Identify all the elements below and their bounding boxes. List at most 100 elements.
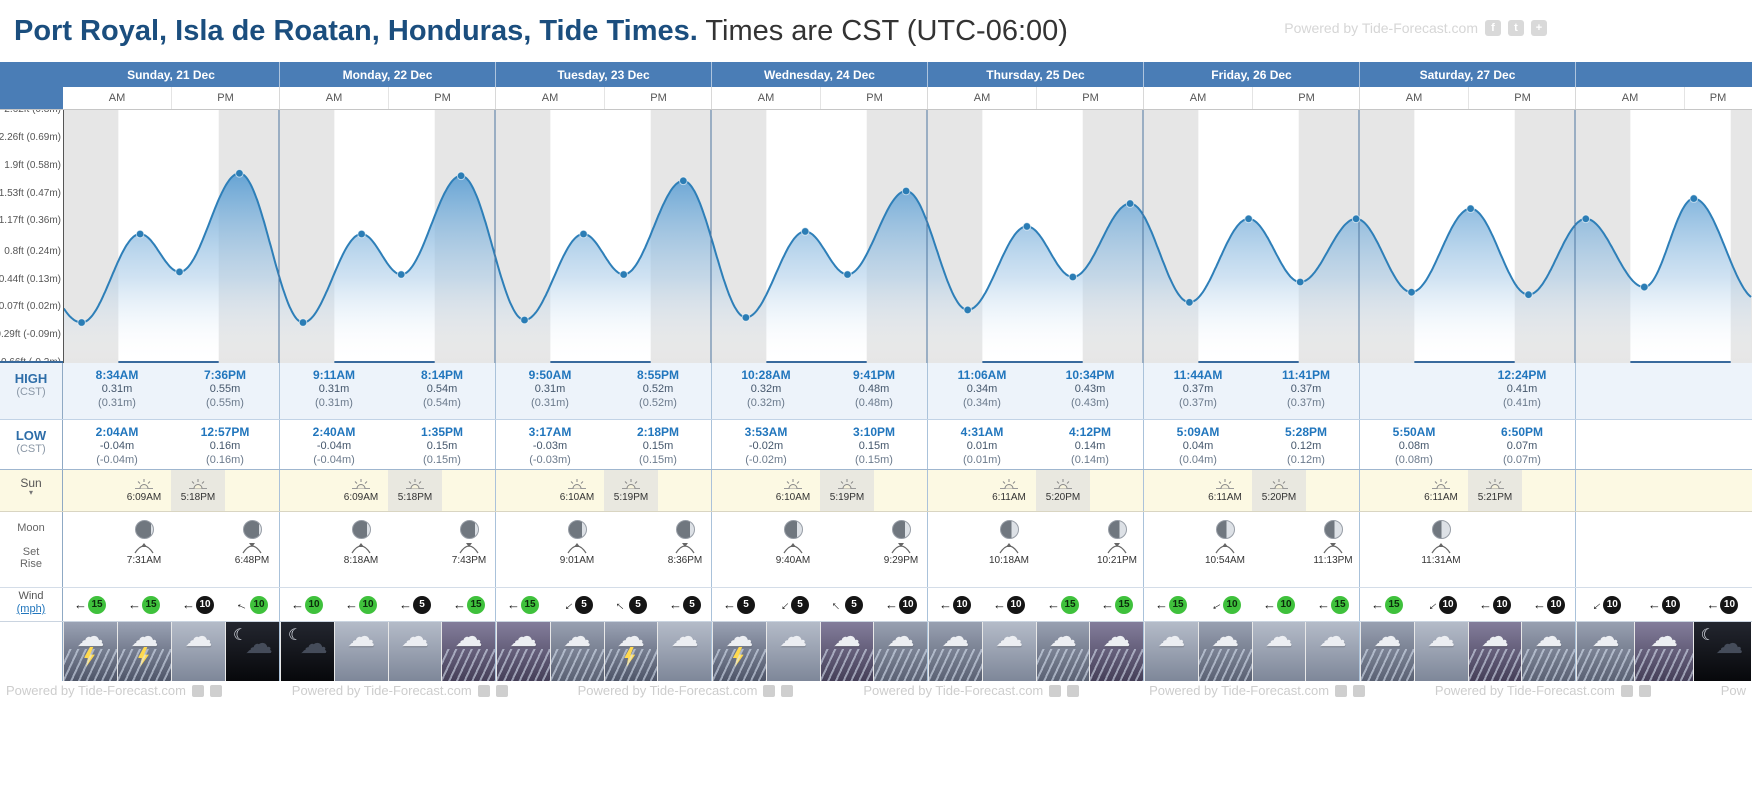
rain-streaks — [497, 648, 550, 681]
cloud-glyph: ☁ — [1211, 622, 1240, 652]
tide-low-height: -0.02m — [748, 440, 784, 452]
sunset-icon — [1486, 479, 1504, 489]
twitter-icon[interactable]: t — [1508, 20, 1524, 36]
tide-extreme-dot — [741, 313, 751, 322]
rain-streaks — [550, 648, 604, 681]
cloud-glyph: ☁ — [1480, 622, 1509, 652]
wind-units-link[interactable]: (mph) — [16, 603, 46, 615]
day-wind-cell: ← 15 ← 5 ← 5 ← 5 — [495, 588, 711, 621]
sunrise-time: 6:09AM — [343, 492, 379, 503]
tide-high-time: 11:06AM — [957, 368, 1007, 382]
moonrise-time: 10:18AM — [988, 555, 1030, 566]
twitter-icon[interactable] — [1353, 684, 1366, 697]
low-pm-half: 4:12PM 0.14m (0.14m) — [1036, 420, 1144, 469]
moonset-arc-icon — [459, 543, 479, 554]
sun-quarter: 6:11AM — [982, 470, 1036, 511]
facebook-icon[interactable] — [1049, 684, 1062, 697]
moon-quarter — [1360, 512, 1414, 587]
cloud-glyph: ☁ — [1715, 628, 1744, 659]
tide-high-height: 0.54m — [426, 383, 458, 395]
day-sun-cell: 6:11AM 5:21PM — [1359, 470, 1575, 511]
wind-speed-badge: 10 — [1493, 595, 1511, 614]
tide-extreme-dot — [1125, 199, 1135, 208]
tide-extreme-dot — [1185, 298, 1194, 307]
facebook-icon[interactable] — [763, 684, 776, 697]
wind-direction-arrow: ← — [723, 597, 736, 612]
tide-low-height: 0.15m — [642, 440, 674, 452]
tide-chart-svg — [62, 110, 1752, 363]
cloud-glyph: ☁ — [1157, 622, 1186, 652]
weather-tile-thunder: ☁ — [603, 622, 658, 681]
moonrise-arc-icon — [999, 543, 1019, 554]
wind-cell: ← 5 — [820, 588, 874, 621]
tide-low-time: 1:35PM — [420, 425, 464, 439]
sunset-icon — [1270, 479, 1288, 489]
facebook-icon[interactable] — [191, 684, 204, 697]
sun-quarter: 6:10AM — [766, 470, 820, 511]
wind-cell: ← 10 — [1522, 588, 1576, 621]
day-low-cell: 3:17AM -0.03m (-0.03m) 2:18PM 0.15m (0.15m) — [495, 420, 711, 469]
moon-quarter: 10:21PM — [1090, 512, 1144, 587]
twitter-icon[interactable] — [1067, 684, 1080, 697]
tide-low-height-alt: (-0.04m) — [313, 454, 355, 466]
tide-low-time: 4:12PM — [1068, 425, 1112, 439]
day-header-label: Sunday, 21 Dec — [127, 67, 215, 82]
moonset-time: 9:29PM — [883, 555, 919, 566]
twitter-icon[interactable] — [209, 684, 222, 697]
tide-low-time: 2:04AM — [95, 425, 139, 439]
twitter-icon[interactable] — [495, 684, 508, 697]
tide-low-height-alt: (0.12m) — [1287, 454, 1325, 466]
ampm-row: AM PM AM PM AM PM AM PM AM PM AM PM AM PM AM PM — [0, 87, 1752, 110]
moon-glyph: ☾ — [288, 627, 303, 644]
sun-quarter — [874, 470, 928, 511]
twitter-icon[interactable] — [781, 684, 794, 697]
tide-high-height: 0.31m — [534, 383, 566, 395]
sun-quarter — [1144, 470, 1198, 511]
day-high-cell: 11:06AM 0.34m (0.34m) 10:34PM 0.43m (0.43m) — [927, 363, 1143, 419]
moon-phase-icon — [134, 520, 154, 539]
share-icon[interactable]: + — [1531, 20, 1547, 36]
wind-cell: ← 5 — [658, 588, 712, 621]
cloud-glyph: ☁ — [995, 622, 1024, 652]
twitter-icon[interactable] — [1638, 684, 1651, 697]
tide-extreme-dot — [1022, 222, 1032, 231]
tide-low-height-alt: (0.15m) — [639, 454, 677, 466]
moonset-arc-icon — [891, 543, 911, 554]
facebook-icon[interactable]: f — [1485, 20, 1501, 36]
bottom-watermark: Powered by Tide-Forecast.com — [578, 683, 794, 698]
low-tide-row: LOW (CST) 2:04AM -0.04m (-0.04m) 12:57PM 0.16m… — [0, 420, 1752, 470]
pm-label: PM — [1684, 87, 1751, 109]
high-am-half: 10:28AM 0.32m (0.32m) — [712, 363, 820, 419]
facebook-icon[interactable] — [1620, 684, 1633, 697]
day-high-cell: 8:34AM 0.31m (0.31m) 7:36PM 0.55m (0.55m) — [63, 363, 279, 419]
high-pm-half — [1684, 363, 1751, 419]
facebook-icon[interactable] — [477, 684, 490, 697]
sunrise-time: 6:09AM — [126, 492, 162, 503]
day-ampm-cell: AM PM — [1575, 87, 1751, 109]
moon-phase-icon — [999, 520, 1019, 539]
cloud-glyph: ☁ — [1102, 622, 1131, 652]
wind-speed-badge: 5 — [845, 595, 863, 614]
tide-high-time: 9:41PM — [852, 368, 896, 382]
am-label: AM — [325, 92, 343, 104]
day-weather-cell: ☁ ☁ ☾ ☁ — [1575, 622, 1751, 681]
sun-quarter — [63, 470, 117, 511]
facebook-icon[interactable] — [1335, 684, 1348, 697]
watermark-text: Powered by Tide-Forecast.com — [863, 683, 1044, 698]
wind-cell: ← 15 — [496, 588, 550, 621]
day-ampm-cell: AM PM — [711, 87, 927, 109]
sunset-icon — [838, 479, 856, 489]
day-header-label: Wednesday, 24 Dec — [764, 67, 875, 82]
sun-row-label: Sun ▾ — [0, 470, 63, 511]
tide-extreme-dot — [679, 176, 688, 186]
wind-cell: ← 15 — [1144, 588, 1198, 621]
tide-extreme-dot — [520, 315, 529, 325]
wind-cell: ← 10 — [334, 588, 388, 621]
high-am-half: 11:06AM 0.34m (0.34m) — [928, 363, 1036, 419]
tide-low-time: 5:50AM — [1392, 425, 1436, 439]
tide-low-height-alt: (0.16m) — [206, 454, 244, 466]
wind-speed-badge: 10 — [1661, 595, 1680, 614]
rain-streaks — [1522, 648, 1575, 681]
wind-direction-arrow: ← — [1047, 597, 1060, 612]
high-am-half: 8:34AM 0.31m (0.31m) — [63, 363, 171, 419]
